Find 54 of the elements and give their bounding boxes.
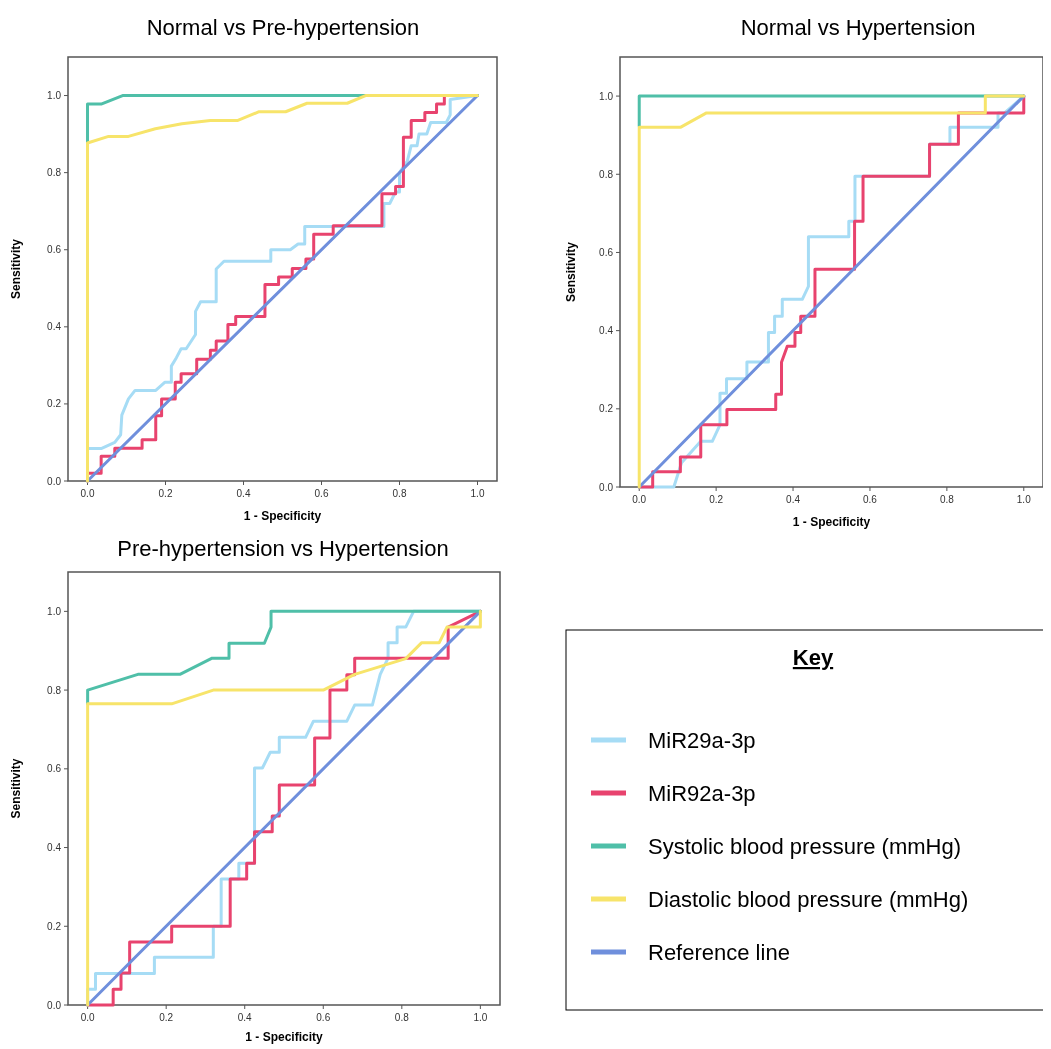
y-tick-label: 0.6	[47, 244, 62, 256]
x-tick-label: 0.2	[159, 1012, 174, 1023]
y-tick-label: 0.8	[599, 168, 614, 180]
x-axis-title: 1 - Specificity	[792, 515, 871, 529]
legend-label: MiR29a-3p	[648, 728, 756, 753]
y-tick-label: 0.4	[599, 325, 614, 337]
x-tick-label: 0.2	[709, 494, 724, 505]
chart-title: Pre-hypertension vs Hypertension	[117, 536, 449, 561]
x-tick-label: 0.6	[316, 1012, 331, 1023]
chart-title: Normal vs Hypertension	[740, 15, 976, 40]
y-axis-title: Sensitivity	[9, 758, 23, 819]
chart-title: Normal vs Pre-hypertension	[146, 15, 420, 40]
x-tick-label: 0.0	[80, 488, 95, 499]
y-tick-label: 1.0	[47, 605, 62, 617]
x-tick-label: 0.0	[632, 494, 647, 505]
y-axis-title: Sensitivity	[564, 241, 578, 303]
x-tick-label: 0.0	[80, 1012, 96, 1023]
y-tick-label: 0.2	[47, 398, 62, 410]
line-series	[86, 609, 482, 1007]
y-tick-label: 0.0	[47, 999, 62, 1011]
x-tick-label: 0.8	[392, 488, 407, 499]
legend-label: MiR92a-3p	[648, 781, 756, 806]
legend-label: Diastolic blood pressure (mmHg)	[648, 887, 969, 912]
x-tick-label: 1.0	[1016, 494, 1032, 505]
y-tick-label: 0.8	[47, 684, 62, 696]
x-tick-label: 0.4	[237, 1012, 253, 1023]
y-tick-label: 0.6	[599, 246, 614, 258]
y-tick-label: 0.0	[47, 475, 62, 487]
y-axis-title: Sensitivity	[9, 238, 23, 300]
line-series	[86, 94, 479, 483]
x-tick-label: 0.6	[314, 488, 329, 499]
y-tick-label: 1.0	[47, 90, 62, 102]
legend-title: Key	[792, 645, 834, 670]
x-axis-title: 1 - Specificity	[245, 1030, 323, 1044]
x-tick-label: 0.8	[394, 1012, 410, 1023]
legend-label: Reference line	[648, 940, 790, 965]
legend-label: Systolic blood pressure (mmHg)	[648, 834, 961, 859]
x-tick-label: 1.0	[470, 488, 485, 499]
y-tick-label: 0.2	[47, 920, 62, 932]
line-series	[86, 609, 482, 706]
x-tick-label: 0.6	[863, 494, 878, 505]
y-tick-label: 1.0	[599, 90, 614, 102]
y-tick-label: 0.6	[47, 763, 62, 775]
y-tick-label: 0.8	[47, 167, 62, 179]
x-tick-label: 1.0	[473, 1012, 488, 1023]
y-tick-label: 0.4	[47, 842, 62, 854]
x-tick-label: 0.4	[236, 488, 251, 499]
x-tick-label: 0.2	[158, 488, 173, 499]
x-tick-label: 0.8	[939, 494, 955, 505]
line-series	[637, 94, 1026, 489]
y-tick-label: 0.4	[47, 321, 62, 333]
y-tick-label: 0.2	[599, 403, 614, 415]
x-axis-title: 1 - Specificity	[243, 509, 322, 523]
x-tick-label: 0.4	[786, 494, 801, 505]
